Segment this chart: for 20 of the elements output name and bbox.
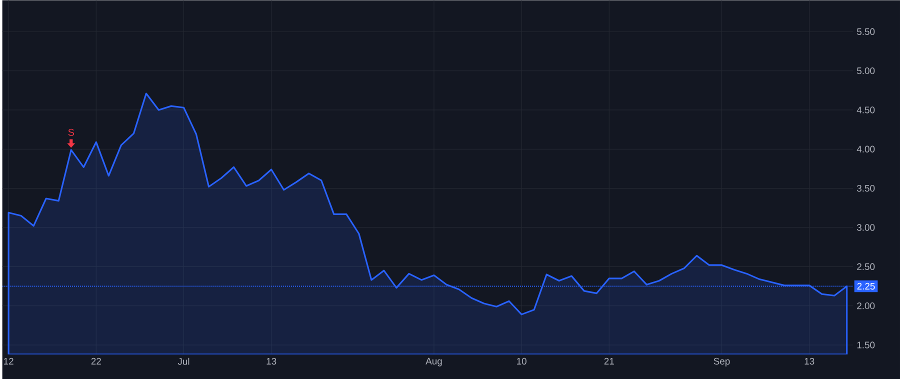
y-tick-label: 5.50 [857,28,875,35]
annotation: S [68,128,74,136]
y-tick-label: 4.50 [856,106,875,114]
y-tick-label: 3.00 [857,224,875,231]
x-tick-label: 22 [91,358,101,364]
x-tick-label: Jul [178,358,190,365]
y-tick-label: 3.50 [857,184,875,192]
x-tick-label: 13 [266,358,276,364]
y-tick-label: 2.50 [857,263,875,270]
ref-line-label: 2.25 [857,282,875,290]
x-tick-label: 10 [517,358,526,364]
x-tick-label: 21 [604,358,614,364]
y-tick-label: 1.50 [857,341,875,348]
y-tick-label: 4.00 [856,146,875,152]
x-tick-label: 13 [804,358,814,364]
x-tick-label: Sep [714,358,730,366]
y-tick-label: 5.00 [857,67,875,74]
x-tick-label: Aug [426,358,442,366]
y-tick-label: 2.00 [857,302,875,310]
x-tick-label: 12 [4,358,14,364]
